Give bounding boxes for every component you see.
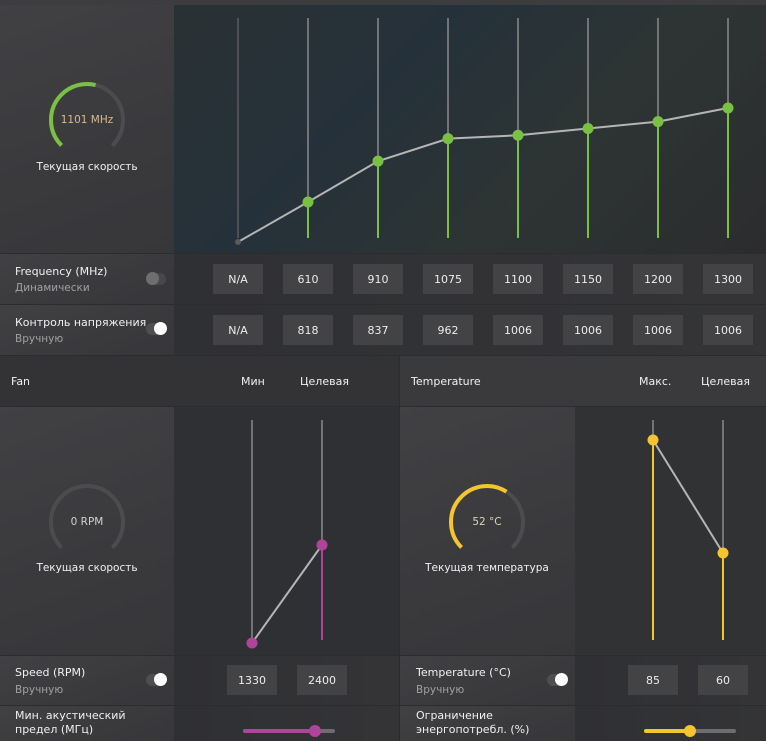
voltage-toggle-knob [154,322,167,335]
power-row [575,706,766,741]
frequency-label: Frequency (MHz) [15,265,108,278]
temp-row-header [400,656,575,705]
temperature-col-target: Целевая [701,375,750,388]
acoustic-row-header [0,706,174,741]
temp-max-input[interactable]: 85 [628,665,678,695]
voltage-state-4[interactable]: 1006 [493,315,543,345]
fan-title: Fan [11,375,31,388]
frequency-state-3[interactable]: 1075 [423,264,473,294]
power-slider[interactable] [644,725,736,737]
gpu-gauge-panel [0,0,174,253]
voltage-state-5[interactable]: 1006 [563,315,613,345]
temperature-gauge-label: Текущая температура [425,562,549,574]
speed-label: Speed (RPM) [15,666,86,679]
fan-header [0,356,399,406]
temperature-header [400,356,766,406]
fan-col-target: Целевая [300,375,349,388]
frequency-state-0[interactable]: N/A [213,264,263,294]
frequency-mode: Динамически [15,282,90,294]
top-bar [0,0,766,5]
gpu-gauge-value: 1101 MHz [60,114,114,126]
temperature-col-max: Макс. [639,375,672,388]
speed-toggle[interactable] [146,673,167,686]
frequency-toggle-knob [146,272,159,285]
frequency-row-header [0,254,174,304]
voltage-state-0[interactable]: N/A [213,315,263,345]
acoustic-slider-handle[interactable] [308,725,321,737]
acoustic-label: Мин. акустический предел (МГц) [15,709,126,736]
voltage-state-2[interactable]: 837 [353,315,403,345]
acoustic-slider[interactable] [243,725,335,737]
frequency-toggle[interactable] [146,272,166,285]
acoustic-slider-fill [243,729,315,733]
voltage-state-6[interactable]: 1006 [633,315,683,345]
gpu-gauge-label: Текущая скорость [36,161,138,173]
power-row-header [400,706,575,741]
temp-toggle-knob [555,673,568,686]
fan-min-input[interactable]: 1330 [227,665,277,695]
temperature-chart[interactable] [575,407,766,655]
frequency-state-5[interactable]: 1150 [563,264,613,294]
fan-gauge-panel [0,407,174,655]
fan-col-min: Мин [241,375,265,388]
power-label: Ограничение энергопотребл. (%) [416,709,530,736]
speed-row [174,656,399,705]
acoustic-row [174,706,399,741]
frequency-state-6[interactable]: 1200 [633,264,683,294]
temperature-title: Temperature [411,375,481,388]
power-slider-fill [644,729,690,733]
voltage-label: Контроль напряжения ... [15,316,161,329]
temperature-gauge-panel [400,407,575,655]
temperature-gauge-value: 52 °C [472,516,502,528]
speed-toggle-knob [154,673,167,686]
fan-chart[interactable] [174,407,399,655]
voltage-toggle[interactable] [146,322,167,335]
fan-gauge-value: 0 RPM [70,516,104,528]
speed-row-header [0,656,174,705]
fan-gauge-label: Текущая скорость [36,562,138,574]
voltage-mode: Вручную [15,333,64,345]
frequency-chart[interactable] [174,0,766,253]
frequency-state-2[interactable]: 910 [353,264,403,294]
frequency-state-7[interactable]: 1300 [703,264,753,294]
temp-mode: Вручную [416,684,465,696]
frequency-state-1[interactable]: 610 [283,264,333,294]
power-slider-handle[interactable] [684,725,696,737]
temp-label: Temperature (°C) [416,666,511,679]
temp-toggle[interactable] [547,673,568,686]
frequency-state-4[interactable]: 1100 [493,264,543,294]
voltage-state-1[interactable]: 818 [283,315,333,345]
voltage-state-3[interactable]: 962 [423,315,473,345]
speed-mode: Вручную [15,684,64,696]
temp-target-input[interactable]: 60 [698,665,748,695]
voltage-row-header [0,305,174,355]
fan-target-input[interactable]: 2400 [297,665,347,695]
voltage-state-7[interactable]: 1006 [703,315,753,345]
